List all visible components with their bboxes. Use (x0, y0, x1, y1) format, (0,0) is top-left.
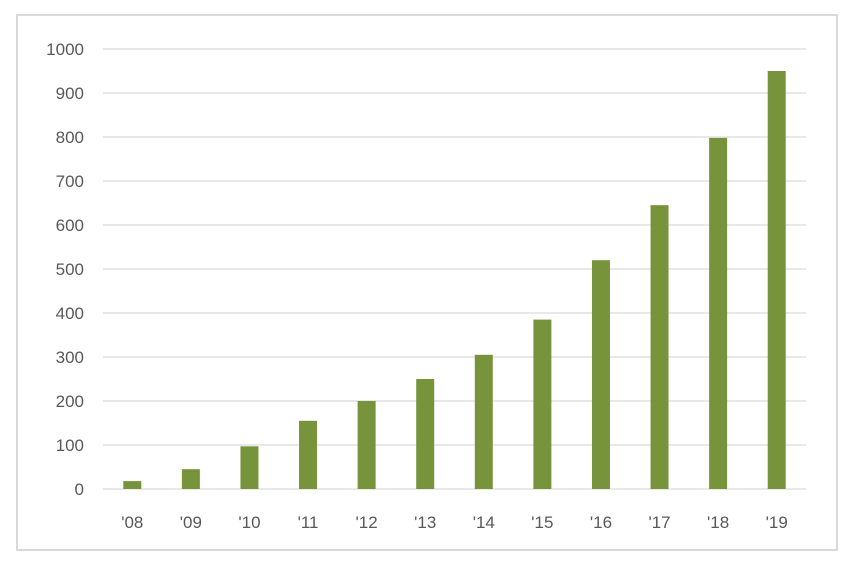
y-tick-label: 100 (56, 436, 84, 455)
bar-2 (240, 446, 259, 489)
y-tick-label: 700 (56, 172, 84, 191)
x-axis-ticks: '08 '09 '10 '11 '12 '13 '14 '15 '16 '17 '18 '19 (121, 513, 788, 532)
x-tick-label: '12 (356, 513, 378, 532)
bar-8 (591, 260, 610, 489)
x-tick-label: '09 (180, 513, 202, 532)
x-tick-label: '10 (238, 513, 260, 532)
x-tick-label: '14 (473, 513, 495, 532)
x-tick-label: '19 (766, 513, 788, 532)
x-tick-label: '13 (414, 513, 436, 532)
bar-0 (123, 481, 142, 489)
y-tick-label: 300 (56, 348, 84, 367)
y-tick-label: 0 (75, 480, 84, 499)
y-axis-ticks: 0 100 200 300 400 500 600 700 800 900 1000 (46, 40, 84, 499)
bar-1 (181, 469, 200, 489)
x-tick-label: '16 (590, 513, 612, 532)
bar-11 (767, 71, 786, 489)
bar-4 (357, 401, 376, 489)
bar-5 (416, 379, 435, 489)
x-tick-label: '15 (531, 513, 553, 532)
y-tick-label: 500 (56, 260, 84, 279)
y-tick-label: 1000 (46, 40, 84, 59)
y-tick-label: 600 (56, 216, 84, 235)
y-tick-label: 800 (56, 128, 84, 147)
x-tick-label: '11 (298, 513, 319, 532)
x-tick-label: '17 (648, 513, 670, 532)
y-tick-label: 900 (56, 84, 84, 103)
bars (123, 71, 786, 489)
y-tick-label: 400 (56, 304, 84, 323)
bar-6 (474, 354, 493, 489)
x-tick-label: '08 (121, 513, 143, 532)
bar-3 (299, 420, 318, 489)
x-tick-label: '18 (707, 513, 729, 532)
bar-10 (709, 137, 728, 489)
bar-7 (533, 319, 552, 489)
gridlines (103, 48, 806, 490)
bar-9 (650, 205, 669, 489)
y-tick-label: 200 (56, 392, 84, 411)
